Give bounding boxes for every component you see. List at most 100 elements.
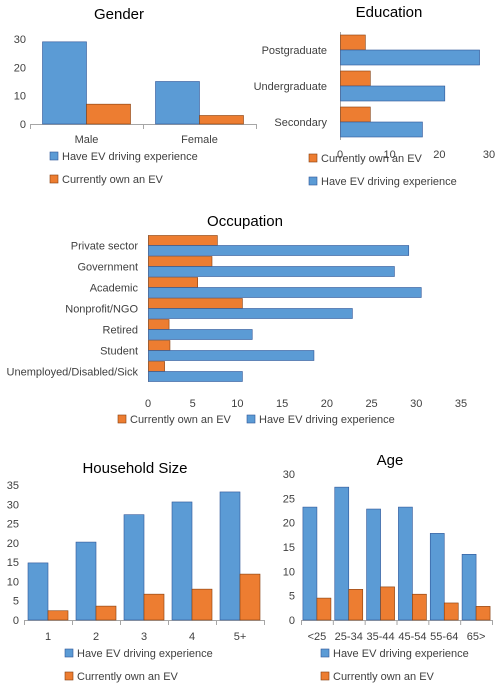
chart-age: Age 0 5 10 15 20 25 30 <25 25-34 35-44 45-54 55-64 65… [283,452,493,683]
legend-label: Have EV driving experience [77,648,213,660]
y-category-label: Postgraduate [262,45,327,57]
bar-own-ev [47,610,69,621]
bar-ev-experience [334,486,350,621]
legend-label: Have EV driving experience [321,176,457,188]
y-tick-label: 15 [283,542,295,554]
x-category-label: 45-54 [398,631,426,643]
x-category-label: 2 [93,631,99,643]
x-tick-label: 20 [321,398,333,410]
y-tick-label: 20 [283,518,295,530]
chart-title: Gender [94,6,144,23]
legend-label: Currently own an EV [130,414,232,426]
bar-ev-experience [148,245,410,256]
bar-own-ev [316,597,332,621]
bar-own-ev [340,106,371,123]
bar-ev-experience [27,562,49,621]
y-tick-label: 20 [14,62,26,74]
bar-ev-experience [340,85,446,102]
bar-ev-experience [366,508,381,621]
y-category-label: Nonprofit/NGO [65,304,138,316]
bar-own-ev [148,298,243,309]
legend-label: Have EV driving experience [62,151,198,163]
y-tick-label: 10 [14,91,26,103]
y-tick-label: 30 [7,499,19,511]
bar-own-ev [340,34,366,51]
bar-own-ev [148,319,170,330]
bar-ev-experience [42,41,87,125]
legend-label: Have EV driving experience [259,414,395,426]
bar-own-ev [412,593,427,621]
x-category-label: 35-44 [367,631,395,643]
bar-own-ev [191,588,213,621]
x-category-label: 5+ [234,631,247,643]
y-tick-label: 25 [7,519,19,531]
y-category-label: Academic [90,283,139,295]
bar-own-ev [148,256,213,267]
bar-own-ev [148,235,218,246]
y-tick-label: 30 [283,469,295,481]
x-tick-label: 10 [231,398,243,410]
x-category-label: 4 [189,631,195,643]
bar-ev-experience [429,533,445,621]
x-category-label: <25 [308,631,327,643]
bar-ev-experience [75,541,97,621]
y-tick-label: 5 [13,596,19,608]
bar-ev-experience [148,329,253,340]
chart-title: Household Size [82,460,187,477]
x-tick-label: 15 [276,398,288,410]
bar-own-ev [340,70,371,87]
bar-own-ev [148,277,198,288]
legend-swatch [117,414,127,424]
legend-swatch [49,174,59,184]
bar-ev-experience [398,506,413,621]
bar-own-ev [148,340,171,351]
y-category-label: Private sector [71,241,139,253]
legend-label: Currently own an EV [321,153,423,165]
legend-swatch [49,151,59,161]
y-tick-label: 10 [283,566,295,578]
chart-household: Household Size 0 5 10 15 20 25 30 35 1 2 3 4 5+ Have E… [7,460,265,683]
x-tick-label: 35 [455,398,467,410]
x-tick-label: 5 [190,398,196,410]
legend-label: Currently own an EV [333,671,435,683]
bar-ev-experience [148,371,243,382]
x-category-label: 55-64 [430,631,458,643]
bar-ev-experience [461,553,477,621]
x-category-label: 1 [45,631,51,643]
y-category-label: Student [100,346,138,358]
chart-education: Education 0 10 20 30 Postgraduate Undergraduat… [254,4,496,188]
y-tick-label: 5 [289,591,295,603]
y-tick-label: 10 [7,576,19,588]
bar-ev-experience [155,81,200,125]
legend-swatch [64,648,74,658]
y-tick-label: 30 [14,34,26,46]
legend-swatch [308,176,318,186]
x-category-label: 65> [467,631,486,643]
y-tick-label: 35 [7,480,19,492]
bar-own-ev [199,115,244,125]
x-tick-label: 0 [145,398,151,410]
chart-occupation: Occupation 0 5 10 15 20 25 30 35 Private sector Go… [7,213,468,426]
y-tick-label: 0 [20,119,26,131]
y-category-label: Retired [103,325,138,337]
y-category-label: Undergraduate [254,81,327,93]
x-category-label: 3 [141,631,147,643]
chart-gender: Gender 0 10 20 30 Male Female Have EV driving e… [14,6,257,186]
legend-swatch [320,671,330,681]
bar-ev-experience [340,121,423,138]
legend-swatch [320,648,330,658]
bar-own-ev [239,573,261,621]
x-tick-label: 30 [483,149,495,161]
bar-own-ev [348,589,364,621]
bar-own-ev [86,103,131,125]
y-category-label: Secondary [274,117,327,129]
bar-own-ev [95,605,117,621]
bar-ev-experience [219,491,241,621]
bar-own-ev [475,606,491,621]
y-tick-label: 15 [7,557,19,569]
y-tick-label: 0 [13,615,19,627]
x-tick-label: 25 [365,398,377,410]
chart-title: Occupation [207,213,283,230]
y-tick-label: 0 [289,615,295,627]
x-tick-label: 0 [337,149,343,161]
